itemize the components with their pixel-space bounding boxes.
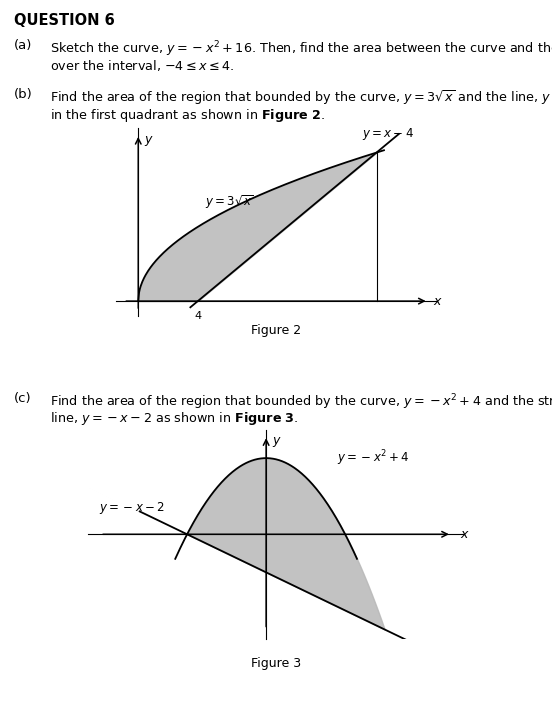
Text: $y$: $y$ xyxy=(144,134,154,148)
Text: over the interval, $-4\leq x\leq4$.: over the interval, $-4\leq x\leq4$. xyxy=(50,58,235,73)
Text: QUESTION 6: QUESTION 6 xyxy=(14,13,115,28)
Text: $y=-x-2$: $y=-x-2$ xyxy=(99,501,164,516)
Text: (c): (c) xyxy=(14,392,31,405)
Text: $y$: $y$ xyxy=(272,435,282,449)
Text: Find the area of the region that bounded by the curve, $y=-x^2+4$ and the straig: Find the area of the region that bounded… xyxy=(50,392,552,412)
Text: line, $y=-x-2$ as shown in $\mathbf{Figure\ 3}$.: line, $y=-x-2$ as shown in $\mathbf{Figu… xyxy=(50,410,298,427)
Text: $y=x-4$: $y=x-4$ xyxy=(362,126,413,142)
Text: $y=-x^2+4$: $y=-x^2+4$ xyxy=(337,448,410,468)
Text: Sketch the curve, $y=-x^2+16$. Then, find the area between the curve and the $x-: Sketch the curve, $y=-x^2+16$. Then, fin… xyxy=(50,39,552,59)
Text: Find the area of the region that bounded by the curve, $y=3\sqrt{x}$ and the lin: Find the area of the region that bounded… xyxy=(50,88,552,106)
Text: Figure 3: Figure 3 xyxy=(251,657,301,670)
Text: $x$: $x$ xyxy=(460,528,470,541)
Text: (a): (a) xyxy=(14,39,32,52)
Text: 4: 4 xyxy=(194,311,201,321)
Text: (b): (b) xyxy=(14,88,33,101)
Text: in the first quadrant as shown in $\mathbf{Figure\ 2}$.: in the first quadrant as shown in $\math… xyxy=(50,106,325,124)
Text: $x$: $x$ xyxy=(433,295,443,307)
Text: Figure 2: Figure 2 xyxy=(251,324,301,337)
Text: $y=3\sqrt{x}$: $y=3\sqrt{x}$ xyxy=(205,193,254,211)
